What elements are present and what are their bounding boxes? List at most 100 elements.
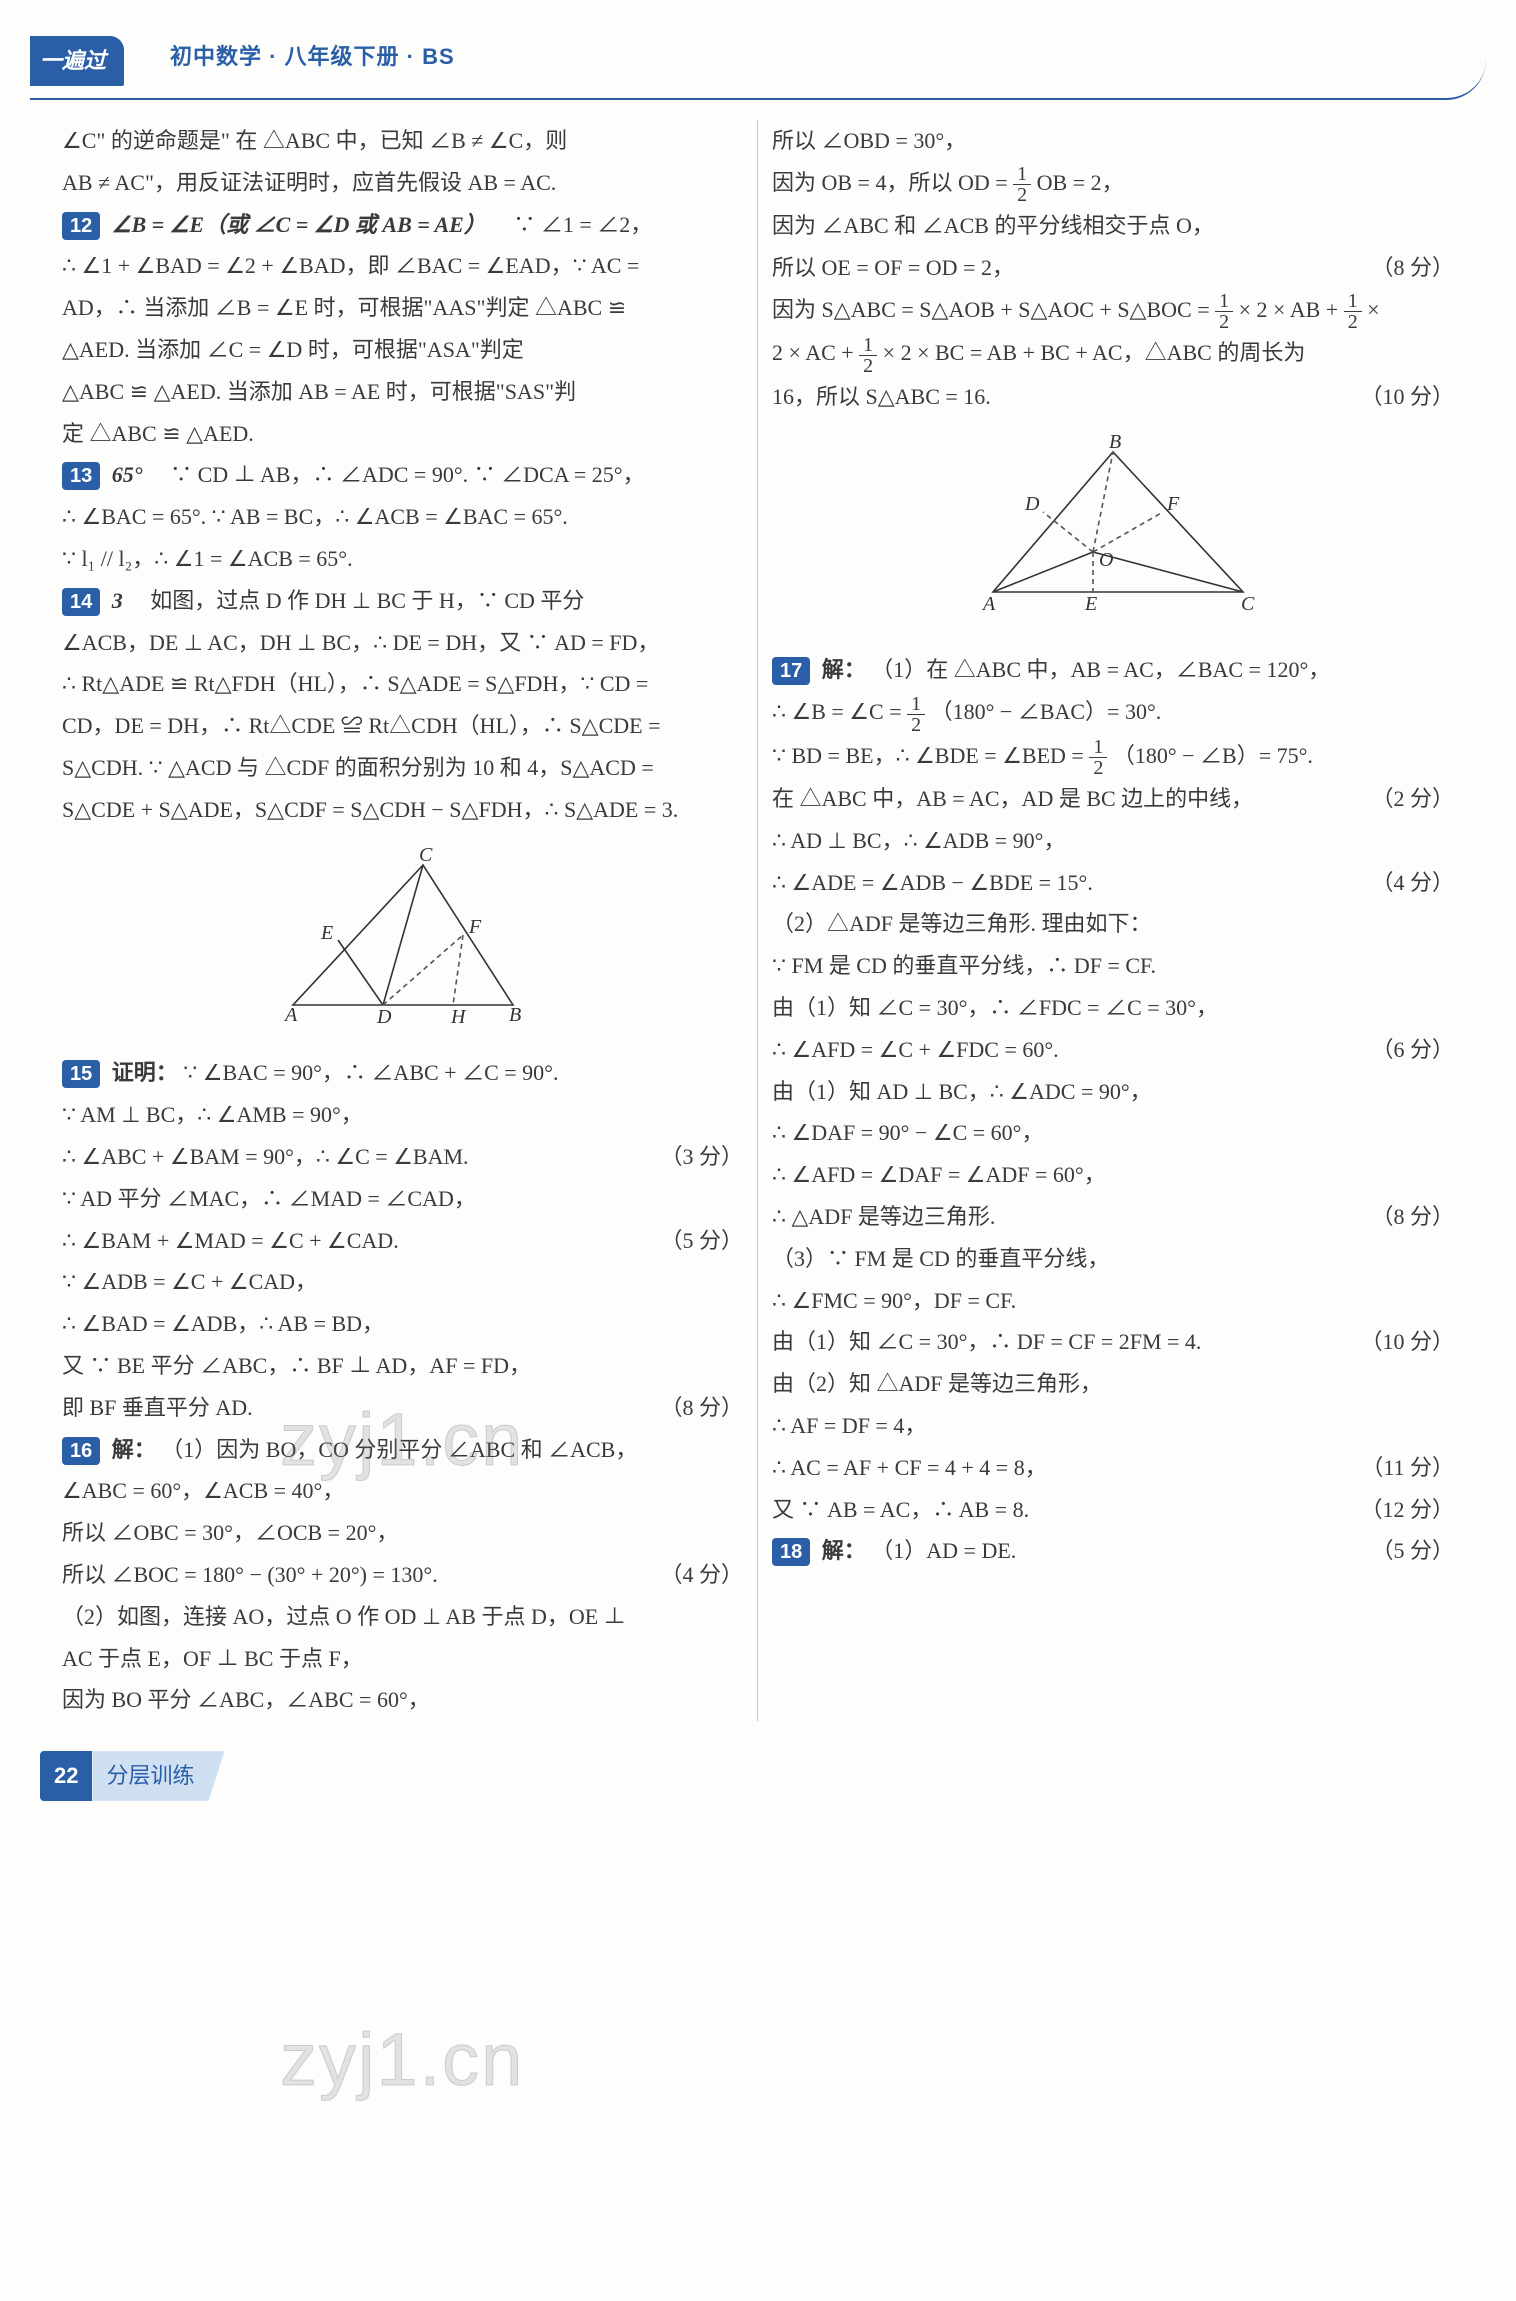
text: ∴ ∠BAM + ∠MAD = ∠C + ∠CAD.: [62, 1228, 399, 1253]
text-line: ∵ BD = BE，∴ ∠BDE = ∠BED = 12 （180° − ∠B）…: [772, 735, 1454, 778]
text-line: 即 BF 垂直平分 AD. （8 分）: [62, 1387, 743, 1429]
text-line: ∵ AD 平分 ∠MAC，∴ ∠MAD = ∠CAD，: [62, 1178, 743, 1220]
text: 如图，过点 D 作 DH ⊥ BC 于 H，∵ CD 平分: [128, 588, 584, 613]
text: ∵ ∠1 = ∠2，: [491, 212, 652, 237]
text: ∴ ∠B = ∠C =: [772, 699, 907, 724]
text-line: AC 于点 E，OF ⊥ BC 于点 F，: [62, 1638, 743, 1680]
score-mark: （8 分）: [1371, 1196, 1454, 1238]
fraction-half: 12: [1089, 737, 1107, 778]
text-line: 由（1）知 AD ⊥ BC，∴ ∠ADC = 90°，: [772, 1071, 1454, 1113]
text: 16，所以 S△ABC = 16.: [772, 384, 991, 409]
text: ∵ CD ⊥ AB，∴ ∠ADC = 90°. ∵ ∠DCA = 25°，: [148, 462, 645, 487]
page: 一遍过 初中数学 · 八年级下册 · BS ∠C" 的逆命题是" 在 △ABC …: [0, 30, 1516, 1801]
text-line: （3）∵ FM 是 CD 的垂直平分线，: [772, 1238, 1454, 1280]
text: ∴ AC = AF + CF = 4 + 4 = 8，: [772, 1455, 1047, 1480]
text-line: ∴ AC = AF + CF = 4 + 4 = 8， （11 分）: [772, 1447, 1454, 1489]
answer-text: 3: [112, 588, 123, 613]
text: 即 BF 垂直平分 AD.: [62, 1395, 253, 1420]
pt-A: A: [283, 1004, 298, 1025]
text: 又 ∵ AB = AC，∴ AB = 8.: [772, 1497, 1029, 1522]
text-line: ∵ l₁ // l₂，∴ ∠1 = ∠ACB = 65°.: [62, 538, 743, 580]
score-mark: （5 分）: [660, 1220, 743, 1262]
fraction-half: 12: [1215, 291, 1233, 332]
text-line: 在 △ABC 中，AB = AC，AD 是 BC 边上的中线，: [772, 778, 1454, 820]
text-line: 由（1）知 ∠C = 30°，∴ DF = CF = 2FM = 4. （10 …: [772, 1321, 1454, 1363]
figure-q14: A B C D E F H: [62, 845, 743, 1039]
page-footer: 22 分层训练: [40, 1751, 1516, 1801]
fraction-half: 12: [859, 335, 877, 376]
score-mark: （2 分）: [1371, 778, 1454, 820]
proof-label: 证明：: [112, 1060, 178, 1085]
text-line: 因为 S△ABC = S△AOB + S△AOC + S△BOC = 12 × …: [772, 289, 1454, 332]
text-line: 16，所以 S△ABC = 16. （10 分）: [772, 376, 1454, 418]
score-mark: （3 分）: [660, 1136, 743, 1178]
text-line: ∴ ∠ADE = ∠ADB − ∠BDE = 15°. （4 分）: [772, 862, 1454, 904]
text-line: ∴ ∠1 + ∠BAD = ∠2 + ∠BAD，即 ∠BAC = ∠EAD，∵ …: [62, 245, 743, 287]
pt-C: C: [419, 845, 433, 866]
answer-text: 65°: [112, 462, 143, 487]
text-line: ∴ Rt△ADE ≌ Rt△FDH（HL），∴ S△ADE = S△FDH，∵ …: [62, 663, 743, 705]
text: ∵ ∠BAC = 90°，∴ ∠ABC + ∠C = 90°.: [183, 1060, 558, 1085]
text: ∵ BD = BE，∴ ∠BDE = ∠BED =: [772, 743, 1089, 768]
text-line: ∴ ∠BAD = ∠ADB，∴ AB = BD，: [62, 1303, 743, 1345]
fraction-half: 12: [907, 694, 925, 735]
page-header: 一遍过 初中数学 · 八年级下册 · BS: [30, 30, 1486, 100]
score-mark: （12 分）: [1360, 1489, 1454, 1531]
q18: 18 解： （1）AD = DE. （5 分）: [772, 1530, 1454, 1572]
watermark-text: zyj1.cn: [280, 1990, 524, 2131]
text: OB = 2，: [1037, 170, 1124, 195]
text-line: 所以 ∠BOC = 180° − (30° + 20°) = 130°. （4 …: [62, 1554, 743, 1596]
text: ×: [1367, 297, 1379, 322]
text-line: S△CDE + S△ADE，S△CDF = S△CDH − S△FDH，∴ S△…: [62, 789, 743, 831]
text-line: ∴ AF = DF = 4，: [772, 1405, 1454, 1447]
footer-caption: 分层训练: [92, 1751, 224, 1801]
text-line: 因为 BO 平分 ∠ABC，∠ABC = 60°，: [62, 1679, 743, 1721]
pt-O: O: [1099, 549, 1113, 571]
text-line: 定 △ABC ≌ △AED.: [62, 413, 743, 455]
text: 因为 S△ABC = S△AOB + S△AOC + S△BOC =: [772, 297, 1215, 322]
solution-label: 解：: [822, 657, 866, 682]
series-tab: 一遍过: [30, 36, 124, 86]
score-mark: （10 分）: [1360, 376, 1454, 418]
pt-B: B: [1109, 432, 1121, 453]
score-mark: （6 分）: [1371, 1029, 1454, 1071]
pt-D: D: [376, 1006, 392, 1025]
text: ∴ ∠AFD = ∠C + ∠FDC = 60°.: [772, 1037, 1059, 1062]
text: 由（1）知 ∠C = 30°，∴ DF = CF = 2FM = 4.: [772, 1329, 1201, 1354]
score-mark: （8 分）: [1371, 247, 1454, 289]
question-number-badge: 14: [62, 588, 100, 616]
score-mark: （4 分）: [1371, 862, 1454, 904]
score-mark: （8 分）: [660, 1387, 743, 1429]
text-line: AB ≠ AC"，用反证法证明时，应首先假设 AB = AC.: [62, 162, 743, 204]
text: × 2 × BC = AB + BC + AC，△ABC 的周长为: [883, 340, 1306, 365]
pt-F: F: [1166, 493, 1180, 515]
text: ∴ ∠ABC + ∠BAM = 90°，∴ ∠C = ∠BAM.: [62, 1144, 469, 1169]
question-number-badge: 15: [62, 1060, 100, 1088]
text-line: AD，∴ 当添加 ∠B = ∠E 时，可根据"AAS"判定 △ABC ≌: [62, 287, 743, 329]
page-number: 22: [40, 1751, 92, 1801]
text: （1）AD = DE.: [871, 1538, 1016, 1563]
text: （180° − ∠BAC）= 30°.: [931, 699, 1162, 724]
text-line: △AED. 当添加 ∠C = ∠D 时，可根据"ASA"判定: [62, 329, 743, 371]
text-line: 所以 ∠OBC = 30°，∠OCB = 20°，: [62, 1512, 743, 1554]
question-number-badge: 12: [62, 212, 100, 240]
question-number-badge: 13: [62, 462, 100, 490]
text: 所以 OE = OF = OD = 2，: [772, 255, 1014, 280]
text-line: ∠ABC = 60°，∠ACB = 40°，: [62, 1470, 743, 1512]
text-line: ∠ACB，DE ⊥ AC，DH ⊥ BC，∴ DE = DH，又 ∵ AD = …: [62, 622, 743, 664]
text-line: △ABC ≌ △AED. 当添加 AB = AE 时，可根据"SAS"判: [62, 371, 743, 413]
pt-A: A: [981, 593, 996, 615]
text: × 2 × AB +: [1239, 297, 1344, 322]
text-line: ∵ ∠ADB = ∠C + ∠CAD，: [62, 1261, 743, 1303]
question-number-badge: 16: [62, 1437, 100, 1465]
text: 所以 ∠BOC = 180° − (30° + 20°) = 130°.: [62, 1562, 438, 1587]
text: （1）因为 BO，CO 分别平分 ∠ABC 和 ∠ACB，: [161, 1437, 637, 1462]
text-line: ∴ ∠B = ∠C = 12 （180° − ∠BAC）= 30°.: [772, 691, 1454, 734]
q15: 15 证明： ∵ ∠BAC = 90°，∴ ∠ABC + ∠C = 90°.: [62, 1052, 743, 1094]
text-line: ∴ ∠FMC = 90°，DF = CF.: [772, 1280, 1454, 1322]
text-line: 因为 ∠ABC 和 ∠ACB 的平分线相交于点 O，: [772, 205, 1454, 247]
text-line: 因为 OB = 4，所以 OD = 12 OB = 2，: [772, 162, 1454, 205]
text: （180° − ∠B）= 75°.: [1113, 743, 1313, 768]
text-line: 所以 OE = OF = OD = 2， （8 分）: [772, 247, 1454, 289]
text-line: ∴ ∠DAF = 90° − ∠C = 60°，: [772, 1112, 1454, 1154]
